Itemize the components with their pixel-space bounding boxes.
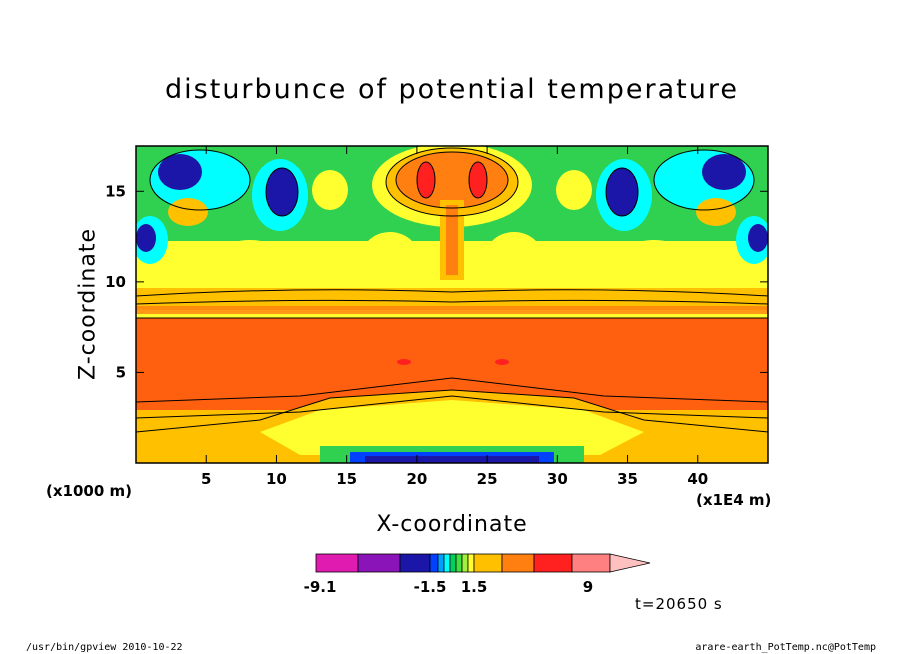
chart-title: disturbunce of potential temperature [165, 74, 739, 105]
colorbar-segment [443, 553, 451, 573]
x-tick-label: 5 [201, 470, 211, 488]
colorbar-tick-label: -1.5 [414, 578, 447, 596]
x-tick-label: 15 [336, 470, 357, 488]
x-unit-label: (x1000 m) [46, 482, 132, 500]
y-axis-label: Z-coordinate [75, 228, 101, 380]
colorbar-tick-label: 1.5 [461, 578, 488, 596]
x-tick-label: 30 [547, 470, 568, 488]
colorbar-segment [357, 553, 401, 573]
colorbar-segment [571, 553, 611, 573]
y-tick-label: 10 [105, 273, 126, 291]
colorbar-segment [473, 553, 503, 573]
colorbar-segment [399, 553, 431, 573]
colorbar-segment [455, 553, 463, 573]
x-tick-label: 20 [406, 470, 427, 488]
axis-ticks: 5 10 15 20 25 30 35 40 5 10 15 [105, 146, 768, 488]
colorbar-segment [449, 553, 457, 573]
colorbar-tick-label: 9 [583, 578, 593, 596]
colorbar-arrow [609, 553, 651, 573]
colorbar-segment [437, 553, 445, 573]
x-tick-label: 25 [477, 470, 498, 488]
colorbar-segment [315, 553, 359, 573]
y-tick-label: 5 [116, 363, 126, 381]
footer-left: /usr/bin/gpview 2010-10-22 [26, 642, 183, 653]
colorbar-segment [501, 553, 535, 573]
x-scale-label: (x1E4 m) [696, 491, 772, 509]
x-tick-label: 10 [266, 470, 287, 488]
colorbar: -9.1 -1.5 1.5 9 [304, 553, 651, 596]
colorbar-tick-label: -9.1 [304, 578, 337, 596]
footer-right: arare-earth_PotTemp.nc@PotTemp [695, 642, 876, 653]
colorbar-segment [461, 553, 469, 573]
x-axis-label: X-coordinate [376, 512, 528, 537]
plot-frame [135, 145, 769, 464]
colorbar-segment [533, 553, 573, 573]
colorbar-segment [467, 553, 475, 573]
x-tick-label: 40 [687, 470, 708, 488]
y-tick-label: 15 [105, 182, 126, 200]
contour-field [136, 146, 768, 463]
x-tick-label: 35 [617, 470, 638, 488]
colorbar-segment [429, 553, 439, 573]
time-label: t=20650 s [635, 595, 723, 613]
